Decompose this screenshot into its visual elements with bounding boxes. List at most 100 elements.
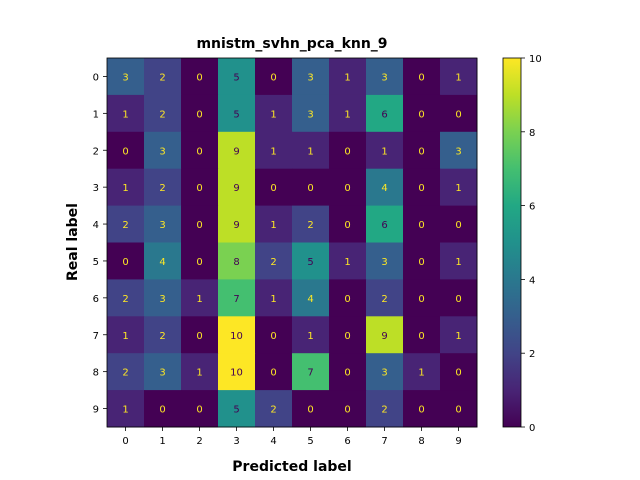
heatmap-cell-label: 2	[122, 368, 128, 379]
x-tick-label: 1	[159, 436, 165, 447]
heatmap-cell	[292, 353, 330, 391]
heatmap-cell-label: 0	[418, 331, 424, 342]
heatmap-cell	[292, 131, 330, 170]
heatmap-cell	[292, 279, 330, 317]
heatmap-cell-label: 1	[455, 72, 461, 83]
heatmap-cell	[255, 390, 293, 428]
heatmap-cell-label: 2	[270, 257, 276, 268]
heatmap-cell	[255, 58, 293, 96]
heatmap-cell	[366, 279, 404, 317]
heatmap-cell-label: 0	[455, 220, 461, 231]
heatmap-cell	[255, 131, 293, 170]
x-tick-label: 8	[418, 436, 424, 447]
heatmap-cell	[403, 94, 441, 133]
heatmap-cell	[144, 279, 182, 317]
heatmap-cell	[440, 390, 478, 428]
heatmap-cell	[440, 131, 478, 170]
heatmap-cell	[366, 205, 404, 243]
heatmap-cell	[366, 353, 404, 391]
heatmap-cell-label: 2	[122, 220, 128, 231]
x-tick-label: 6	[344, 436, 350, 447]
heatmap-cell	[144, 353, 182, 391]
x-axis-title: Predicted label	[232, 459, 351, 475]
heatmap-cell	[181, 94, 219, 133]
heatmap-cell-label: 3	[159, 368, 165, 379]
heatmap-cell	[440, 58, 478, 96]
heatmap-cell	[181, 316, 219, 354]
heatmap-cell-label: 3	[159, 146, 165, 157]
y-tick-label: 6	[93, 294, 99, 305]
heatmap-cell	[403, 279, 441, 317]
heatmap-cell-label: 2	[381, 405, 387, 416]
heatmap-cell	[181, 58, 219, 96]
heatmap-cell	[366, 242, 404, 280]
heatmap-cell-label: 1	[381, 146, 387, 157]
heatmap-cell	[440, 94, 478, 133]
y-axis-title: Real label	[65, 203, 81, 281]
heatmap-cell	[329, 94, 367, 133]
heatmap-cell-label: 0	[307, 183, 313, 194]
heatmap-cell-label: 7	[307, 368, 313, 379]
heatmap-cell-label: 9	[381, 331, 387, 342]
heatmap-cell-label: 0	[196, 72, 202, 83]
heatmap-cell	[366, 94, 404, 133]
colorbar-tick-label: 10	[529, 54, 542, 65]
heatmap-cell-label: 5	[233, 405, 239, 416]
heatmap-cell	[403, 131, 441, 170]
heatmap-cell	[329, 58, 367, 96]
x-tick-label: 9	[455, 436, 461, 447]
colorbar-tick-label: 2	[529, 349, 535, 360]
heatmap-cell	[181, 279, 219, 317]
heatmap-cell	[292, 168, 330, 207]
heatmap-cell-label: 0	[418, 294, 424, 305]
heatmap-cell	[144, 168, 182, 207]
heatmap-cell	[144, 242, 182, 280]
heatmap-cell	[218, 168, 256, 207]
heatmap-cell-label: 0	[418, 72, 424, 83]
heatmap-cell	[403, 242, 441, 280]
heatmap-cell-label: 6	[381, 109, 387, 120]
heatmap-cell	[181, 242, 219, 280]
heatmap-cell-label: 3	[159, 294, 165, 305]
heatmap-cell	[107, 316, 145, 354]
heatmap-cell-label: 2	[270, 405, 276, 416]
heatmap-cell-label: 0	[159, 405, 165, 416]
heatmap-cell-label: 0	[344, 368, 350, 379]
heatmap-cell	[218, 242, 256, 280]
heatmap-cell-label: 1	[122, 109, 128, 120]
heatmap-cell-label: 3	[455, 146, 461, 157]
heatmap-cell-label: 9	[233, 183, 239, 194]
heatmap-cell-label: 3	[307, 109, 313, 120]
heatmap-cell-label: 5	[233, 72, 239, 83]
heatmap-cell-labels: 3 2 0 5 0 3 1 3 0 11 2 0 5 1 3 1 6 0 00 3 0 9 1 1 0 1 0 31 2 0 9 0 0 0 4 0 1…	[122, 72, 461, 415]
heatmap-cell-label: 4	[307, 294, 313, 305]
colorbar-ticks: 0 2 4 6 8 10	[521, 54, 542, 434]
heatmap-cell	[403, 390, 441, 428]
heatmap-cell	[144, 58, 182, 96]
heatmap-cell-label: 1	[418, 368, 424, 379]
heatmap-cell	[107, 94, 145, 133]
heatmap-cell-label: 2	[122, 294, 128, 305]
heatmap-cell-label: 7	[233, 294, 239, 305]
heatmap-cell-label: 0	[196, 146, 202, 157]
heatmap-cell	[218, 58, 256, 96]
heatmap-cell-label: 1	[270, 294, 276, 305]
heatmap-cell-label: 4	[381, 183, 387, 194]
heatmap-cell-label: 0	[418, 257, 424, 268]
heatmap-cell	[440, 168, 478, 207]
heatmap-cell	[292, 390, 330, 428]
heatmap-cell	[255, 168, 293, 207]
heatmap-cell	[107, 390, 145, 428]
heatmap-cell	[218, 205, 256, 243]
heatmap-cell	[366, 58, 404, 96]
heatmap-cell-label: 1	[270, 146, 276, 157]
heatmap-cell	[107, 242, 145, 280]
heatmap-cell-label: 0	[418, 183, 424, 194]
heatmap-cell-label: 0	[196, 220, 202, 231]
x-tick-label: 4	[270, 436, 276, 447]
heatmap-cell	[329, 353, 367, 391]
heatmap-cell-label: 0	[344, 405, 350, 416]
heatmap-cell	[107, 279, 145, 317]
heatmap-cell	[292, 242, 330, 280]
heatmap-cell	[440, 279, 478, 317]
